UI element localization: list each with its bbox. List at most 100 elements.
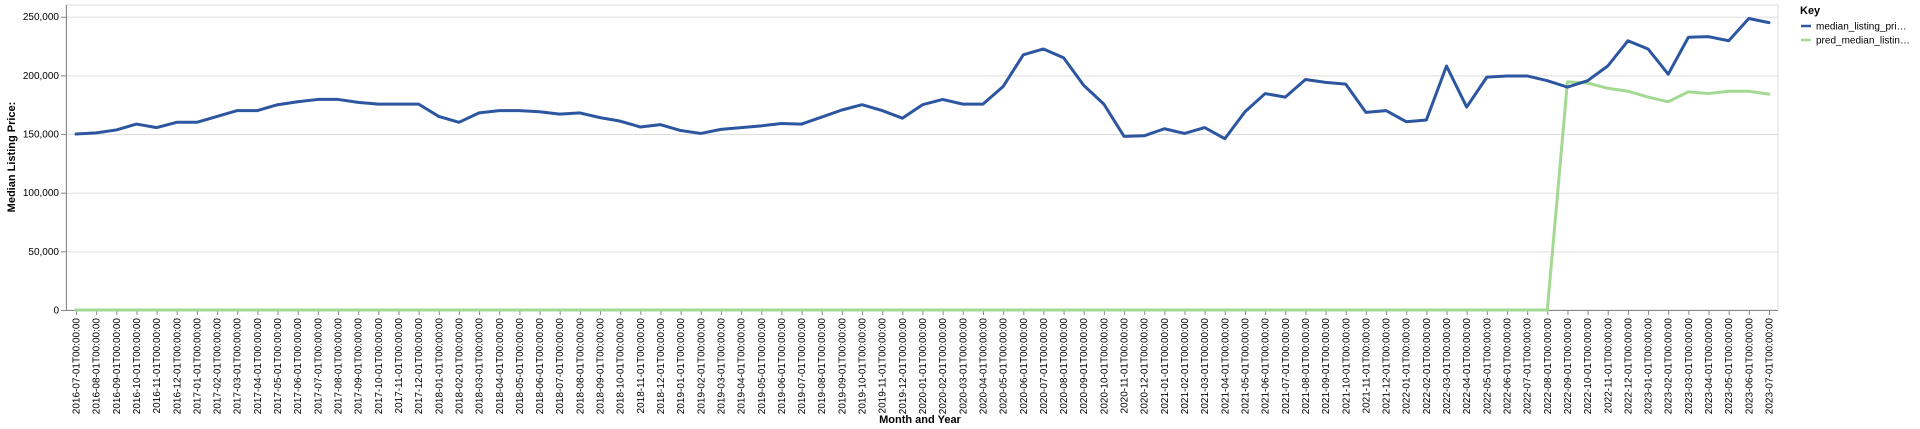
x-tick-label: 2022-03-01T00:00:00 <box>1442 318 1453 415</box>
x-axis-ticks: 2016-07-01T00:00:00 2016-08-01T00:00:00 20… <box>72 310 1776 414</box>
x-tick-label: 2019-11-01T00:00:00 <box>878 318 889 414</box>
x-tick-label: 2018-12-01T00:00:00 <box>656 318 667 415</box>
x-tick-label: 2017-09-01T00:00:00 <box>354 318 365 415</box>
x-tick-label: 2017-04-01T00:00:00 <box>253 318 264 415</box>
x-tick-label: 2020-06-01T00:00:00 <box>1019 318 1030 415</box>
x-tick-label: 2021-11-01T00:00:00 <box>1361 318 1372 414</box>
x-tick-label: 2016-10-01T00:00:00 <box>132 318 143 415</box>
x-tick-label: 2017-07-01T00:00:00 <box>313 318 324 415</box>
x-tick-label: 2016-07-01T00:00:00 <box>72 318 83 415</box>
y-tick-label: 250,000 <box>23 12 60 23</box>
x-tick-label: 2019-03-01T00:00:00 <box>716 318 727 415</box>
legend: Key median_listing_pri… pred_median_listi… <box>1800 5 1910 47</box>
x-tick-label: 2022-02-01T00:00:00 <box>1422 318 1433 415</box>
grid <box>65 4 1779 311</box>
x-tick-label: 2022-04-01T00:00:00 <box>1462 318 1473 415</box>
y-tick-label: 50,000 <box>28 247 59 258</box>
x-tick-label: 2020-02-01T00:00:00 <box>938 318 949 415</box>
legend-label: median_listing_pri… <box>1816 22 1907 33</box>
x-tick-label: 2020-11-01T00:00:00 <box>1120 318 1131 414</box>
x-tick-label: 2016-09-01T00:00:00 <box>112 318 123 415</box>
x-tick-label: 2023-06-01T00:00:00 <box>1744 318 1755 415</box>
x-tick-label: 2022-05-01T00:00:00 <box>1482 318 1493 415</box>
x-tick-label: 2020-07-01T00:00:00 <box>1039 318 1050 415</box>
x-tick-label: 2017-08-01T00:00:00 <box>334 318 345 415</box>
x-tick-label: 2020-12-01T00:00:00 <box>1140 318 1151 415</box>
x-tick-label: 2021-03-01T00:00:00 <box>1200 318 1211 415</box>
x-tick-label: 2018-05-01T00:00:00 <box>515 318 526 415</box>
x-tick-label: 2021-10-01T00:00:00 <box>1341 318 1352 415</box>
y-axis-ticks: 0 50,000 100,000 150,000 200,000 250,000 <box>23 12 66 317</box>
x-tick-label: 2020-05-01T00:00:00 <box>999 318 1010 415</box>
y-axis-title: Median Listing Price: <box>6 102 18 213</box>
x-tick-label: 2017-02-01T00:00:00 <box>213 318 224 415</box>
x-axis-title: Month and Year <box>879 414 961 426</box>
x-tick-label: 2022-08-01T00:00:00 <box>1543 318 1554 415</box>
x-tick-label: 2022-01-01T00:00:00 <box>1402 318 1413 415</box>
x-tick-label: 2022-11-01T00:00:00 <box>1603 318 1614 414</box>
x-tick-label: 2020-09-01T00:00:00 <box>1079 318 1090 415</box>
x-tick-label: 2022-09-01T00:00:00 <box>1563 318 1574 415</box>
x-tick-label: 2020-10-01T00:00:00 <box>1099 318 1110 415</box>
x-tick-label: 2018-07-01T00:00:00 <box>555 318 566 415</box>
x-tick-label: 2019-08-01T00:00:00 <box>817 318 828 415</box>
x-tick-label: 2018-03-01T00:00:00 <box>475 318 486 415</box>
x-tick-label: 2021-08-01T00:00:00 <box>1301 318 1312 415</box>
x-tick-label: 2017-06-01T00:00:00 <box>293 318 304 415</box>
x-tick-label: 2021-12-01T00:00:00 <box>1382 318 1393 415</box>
x-tick-label: 2017-05-01T00:00:00 <box>273 318 284 415</box>
x-tick-label: 2020-04-01T00:00:00 <box>978 318 989 415</box>
x-tick-label: 2019-04-01T00:00:00 <box>737 318 748 415</box>
x-tick-label: 2021-09-01T00:00:00 <box>1321 318 1332 415</box>
y-tick-label: 150,000 <box>23 130 60 141</box>
x-tick-label: 2022-07-01T00:00:00 <box>1523 318 1534 415</box>
x-tick-label: 2016-11-01T00:00:00 <box>152 318 163 414</box>
x-tick-label: 2016-08-01T00:00:00 <box>92 318 103 415</box>
x-tick-label: 2021-04-01T00:00:00 <box>1220 318 1231 415</box>
x-tick-label: 2021-01-01T00:00:00 <box>1160 318 1171 415</box>
x-tick-label: 2016-12-01T00:00:00 <box>172 318 183 415</box>
x-tick-label: 2021-02-01T00:00:00 <box>1180 318 1191 415</box>
x-tick-label: 2019-06-01T00:00:00 <box>777 318 788 415</box>
series-lines <box>74 16 1771 312</box>
x-tick-label: 2018-01-01T00:00:00 <box>434 318 445 415</box>
x-tick-label: 2021-05-01T00:00:00 <box>1240 318 1251 415</box>
y-tick-label: 0 <box>53 306 59 317</box>
x-tick-label: 2023-01-01T00:00:00 <box>1644 318 1655 415</box>
x-tick-label: 2019-12-01T00:00:00 <box>898 318 909 415</box>
x-tick-label: 2018-09-01T00:00:00 <box>596 318 607 415</box>
x-tick-label: 2018-02-01T00:00:00 <box>454 318 465 415</box>
x-tick-label: 2017-12-01T00:00:00 <box>414 318 425 415</box>
x-tick-label: 2023-05-01T00:00:00 <box>1724 318 1735 415</box>
x-tick-label: 2017-01-01T00:00:00 <box>192 318 203 415</box>
x-tick-label: 2020-03-01T00:00:00 <box>958 318 969 415</box>
x-tick-label: 2023-04-01T00:00:00 <box>1704 318 1715 415</box>
x-tick-label: 2018-11-01T00:00:00 <box>636 318 647 414</box>
x-tick-label: 2023-07-01T00:00:00 <box>1765 318 1776 415</box>
x-tick-label: 2023-03-01T00:00:00 <box>1684 318 1695 415</box>
x-tick-label: 2021-07-01T00:00:00 <box>1281 318 1292 415</box>
x-tick-label: 2019-09-01T00:00:00 <box>837 318 848 415</box>
x-tick-label: 2018-04-01T00:00:00 <box>495 318 506 415</box>
series-line-0 <box>74 16 1771 141</box>
x-tick-label: 2018-06-01T00:00:00 <box>535 318 546 415</box>
x-tick-label: 2020-01-01T00:00:00 <box>918 318 929 415</box>
x-tick-label: 2023-02-01T00:00:00 <box>1664 318 1675 415</box>
legend-label: pred_median_listin… <box>1816 36 1910 47</box>
x-tick-label: 2019-01-01T00:00:00 <box>676 318 687 415</box>
x-tick-label: 2019-02-01T00:00:00 <box>696 318 707 415</box>
x-tick-label: 2022-12-01T00:00:00 <box>1623 318 1634 415</box>
y-tick-label: 100,000 <box>23 188 60 199</box>
plot-frame <box>65 4 1779 311</box>
legend-title: Key <box>1800 5 1821 17</box>
x-tick-label: 2019-07-01T00:00:00 <box>797 318 808 415</box>
x-tick-label: 2022-10-01T00:00:00 <box>1583 318 1594 415</box>
x-tick-label: 2022-06-01T00:00:00 <box>1502 318 1513 415</box>
x-tick-label: 2017-10-01T00:00:00 <box>374 318 385 415</box>
x-tick-label: 2019-10-01T00:00:00 <box>858 318 869 415</box>
x-tick-label: 2017-11-01T00:00:00 <box>394 318 405 414</box>
x-tick-label: 2020-08-01T00:00:00 <box>1059 318 1070 415</box>
x-tick-label: 2018-10-01T00:00:00 <box>616 318 627 415</box>
x-tick-label: 2018-08-01T00:00:00 <box>575 318 586 415</box>
